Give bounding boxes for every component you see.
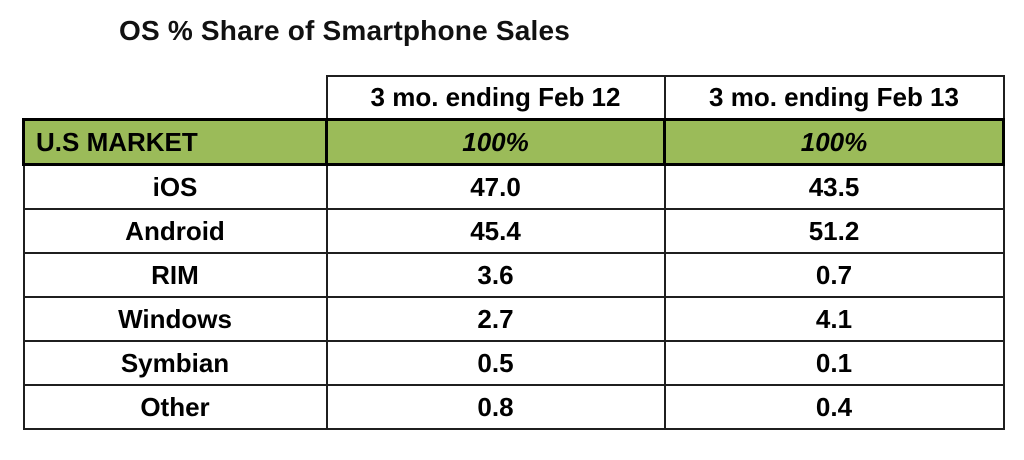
table-row-ios: iOS 47.0 43.5	[22, 163, 1005, 210]
android-feb13-value: 51.2	[663, 208, 1005, 254]
row-label-windows: Windows	[22, 296, 328, 342]
row-label-rim: RIM	[22, 252, 328, 298]
row-label-android: Android	[22, 208, 328, 254]
column-header-feb13: 3 mo. ending Feb 13	[663, 75, 1005, 121]
symbian-feb12-value: 0.5	[325, 340, 666, 386]
symbian-feb13-value: 0.1	[663, 340, 1005, 386]
us-market-feb13-value: 100%	[663, 118, 1005, 166]
table-row-symbian: Symbian 0.5 0.1	[22, 340, 1005, 386]
table-row-android: Android 45.4 51.2	[22, 208, 1005, 254]
other-feb13-value: 0.4	[663, 384, 1005, 430]
row-label-ios: iOS	[22, 163, 328, 210]
windows-feb12-value: 2.7	[325, 296, 666, 342]
ios-feb13-value: 43.5	[663, 163, 1005, 210]
page-title: OS % Share of Smartphone Sales	[119, 15, 571, 46]
empty-corner-cell	[24, 76, 327, 120]
table-header-row: 3 mo. ending Feb 12 3 mo. ending Feb 13	[24, 75, 1005, 121]
rim-feb12-value: 3.6	[325, 252, 666, 298]
rim-feb13-value: 0.7	[663, 252, 1005, 298]
os-share-table: 3 mo. ending Feb 12 3 mo. ending Feb 13 …	[22, 75, 1005, 430]
column-header-feb12: 3 mo. ending Feb 12	[325, 75, 666, 121]
row-label-other: Other	[22, 384, 328, 430]
android-feb12-value: 45.4	[325, 208, 666, 254]
windows-feb13-value: 4.1	[663, 296, 1005, 342]
ios-feb12-value: 47.0	[325, 163, 666, 210]
row-label-us-market: U.S MARKET	[22, 118, 328, 166]
table-row-rim: RIM 3.6 0.7	[22, 252, 1005, 298]
us-market-feb12-value: 100%	[325, 118, 666, 166]
row-label-symbian: Symbian	[22, 340, 328, 386]
table-row-other: Other 0.8 0.4	[22, 384, 1005, 430]
other-feb12-value: 0.8	[325, 384, 666, 430]
table-row-windows: Windows 2.7 4.1	[22, 296, 1005, 342]
table-row-us-market: U.S MARKET 100% 100%	[22, 118, 1005, 166]
